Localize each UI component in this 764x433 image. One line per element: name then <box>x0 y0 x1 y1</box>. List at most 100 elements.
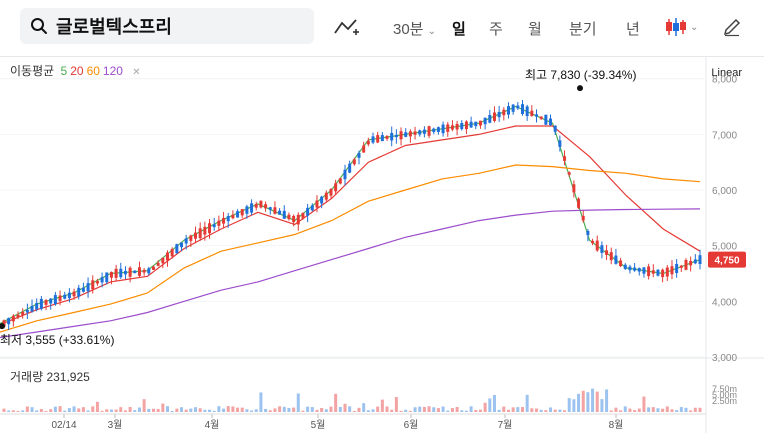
candle-body <box>591 240 595 244</box>
volume-bar <box>133 410 137 412</box>
volume-bar <box>404 409 408 412</box>
volume-bar <box>334 393 338 412</box>
candle-body <box>170 249 174 257</box>
volume-bar <box>469 406 473 412</box>
candle-body <box>189 235 193 241</box>
ma-period-5[interactable]: 5 <box>60 64 68 78</box>
chart-type-dropdown[interactable]: ⌄ <box>664 15 698 39</box>
candle-body <box>413 131 417 135</box>
candle-body <box>338 178 342 184</box>
volume-bar <box>544 410 548 412</box>
ma-line-60 <box>0 164 701 333</box>
stock-search[interactable]: 글로벌텍스프리 <box>20 8 314 44</box>
volume-bar <box>497 409 501 412</box>
candle-body <box>296 214 300 225</box>
volume-bar <box>390 409 394 412</box>
tab-period-week[interactable]: 주 <box>489 21 503 38</box>
candle-body <box>408 131 412 137</box>
close-icon[interactable]: ✕ <box>132 67 141 78</box>
candle-body <box>633 267 637 271</box>
ma-period-20[interactable]: 20 <box>70 64 84 78</box>
volume-bar <box>39 409 43 412</box>
candle-body <box>366 140 370 145</box>
scale-toggle[interactable]: Linear <box>711 67 742 79</box>
volume-bar <box>380 399 384 412</box>
ma-period-120[interactable]: 120 <box>102 64 123 78</box>
edit-button[interactable] <box>722 15 742 39</box>
candle-body <box>329 188 333 196</box>
candle-body <box>310 205 314 211</box>
candle-body <box>119 268 123 278</box>
tab-period-month[interactable]: 월 <box>528 21 542 38</box>
candle-body <box>432 128 436 132</box>
volume-bar <box>310 407 314 412</box>
candle-body <box>623 264 627 269</box>
volume-bar <box>371 409 375 412</box>
volume-bar <box>520 407 524 412</box>
search-icon <box>31 18 47 34</box>
volume-bar <box>460 410 464 412</box>
candle-body <box>320 196 324 204</box>
candle-body <box>147 268 151 274</box>
volume-bar <box>236 407 240 412</box>
candle-body <box>245 206 249 214</box>
tab-period-year[interactable]: 년 <box>626 21 640 38</box>
low-label: 최저 3,555 (+33.61%) <box>0 333 114 347</box>
candle-body <box>184 238 188 244</box>
candle-body <box>123 270 127 275</box>
ma-line-120 <box>0 208 701 339</box>
volume-bar <box>49 409 53 412</box>
candle-body <box>488 115 492 123</box>
candle-body <box>446 124 450 132</box>
candle-body <box>642 267 646 274</box>
candle-body <box>198 228 202 239</box>
candle-body <box>502 109 506 116</box>
current-price-badge <box>708 251 746 268</box>
candle-body <box>287 214 291 220</box>
volume-bar <box>488 398 492 412</box>
volume-bar <box>2 408 6 412</box>
volume-bar <box>254 409 258 412</box>
candle-body <box>390 132 394 141</box>
volume-bar <box>605 389 609 412</box>
candle-body <box>324 192 328 200</box>
ma-title: 이동평균 <box>10 64 55 78</box>
tab-period-day[interactable]: 일 <box>452 21 466 38</box>
volume-bar <box>591 388 595 412</box>
price-chart[interactable]: 8,000 7,000 6,000 5,000 4,000 3,000 02/14 3월 4월 5… <box>0 56 764 433</box>
volume-bar <box>21 410 25 412</box>
volume-bar <box>357 407 361 412</box>
volume-bar <box>567 398 571 412</box>
candle-body <box>422 129 426 134</box>
candle-body <box>91 280 95 290</box>
candle-body <box>343 169 347 180</box>
volume-bar <box>698 407 702 412</box>
volume-bar <box>329 406 333 412</box>
volume-bar <box>619 410 623 412</box>
candle-body <box>455 123 459 130</box>
volume-tick-label: 7.50m <box>712 384 737 394</box>
volume-bar <box>301 410 305 412</box>
volume-bar <box>408 410 412 412</box>
candle-body <box>600 245 604 253</box>
stock-name: 글로벌텍스프리 <box>56 17 172 37</box>
ma-period-60[interactable]: 60 <box>86 64 100 78</box>
interval-dropdown[interactable]: 30분 ⌄ <box>393 18 436 39</box>
candle-body <box>474 121 478 127</box>
candle-body <box>441 124 445 134</box>
candle-body <box>478 120 482 126</box>
volume-bar <box>259 392 263 412</box>
tab-period-quarter[interactable]: 분기 <box>569 21 597 38</box>
candle-body <box>194 232 198 239</box>
volume-bar <box>217 406 221 412</box>
volume-bar <box>156 408 160 412</box>
candle-body <box>404 132 408 137</box>
volume-bar <box>525 394 529 412</box>
candle-body <box>418 130 422 135</box>
drawing-tool-button[interactable] <box>334 15 360 39</box>
candle-body <box>647 266 651 277</box>
volume-bar <box>446 410 450 412</box>
candle-body <box>394 134 398 138</box>
volume-bar <box>273 408 277 412</box>
volume-label: 거래량 231,925 <box>10 370 90 384</box>
